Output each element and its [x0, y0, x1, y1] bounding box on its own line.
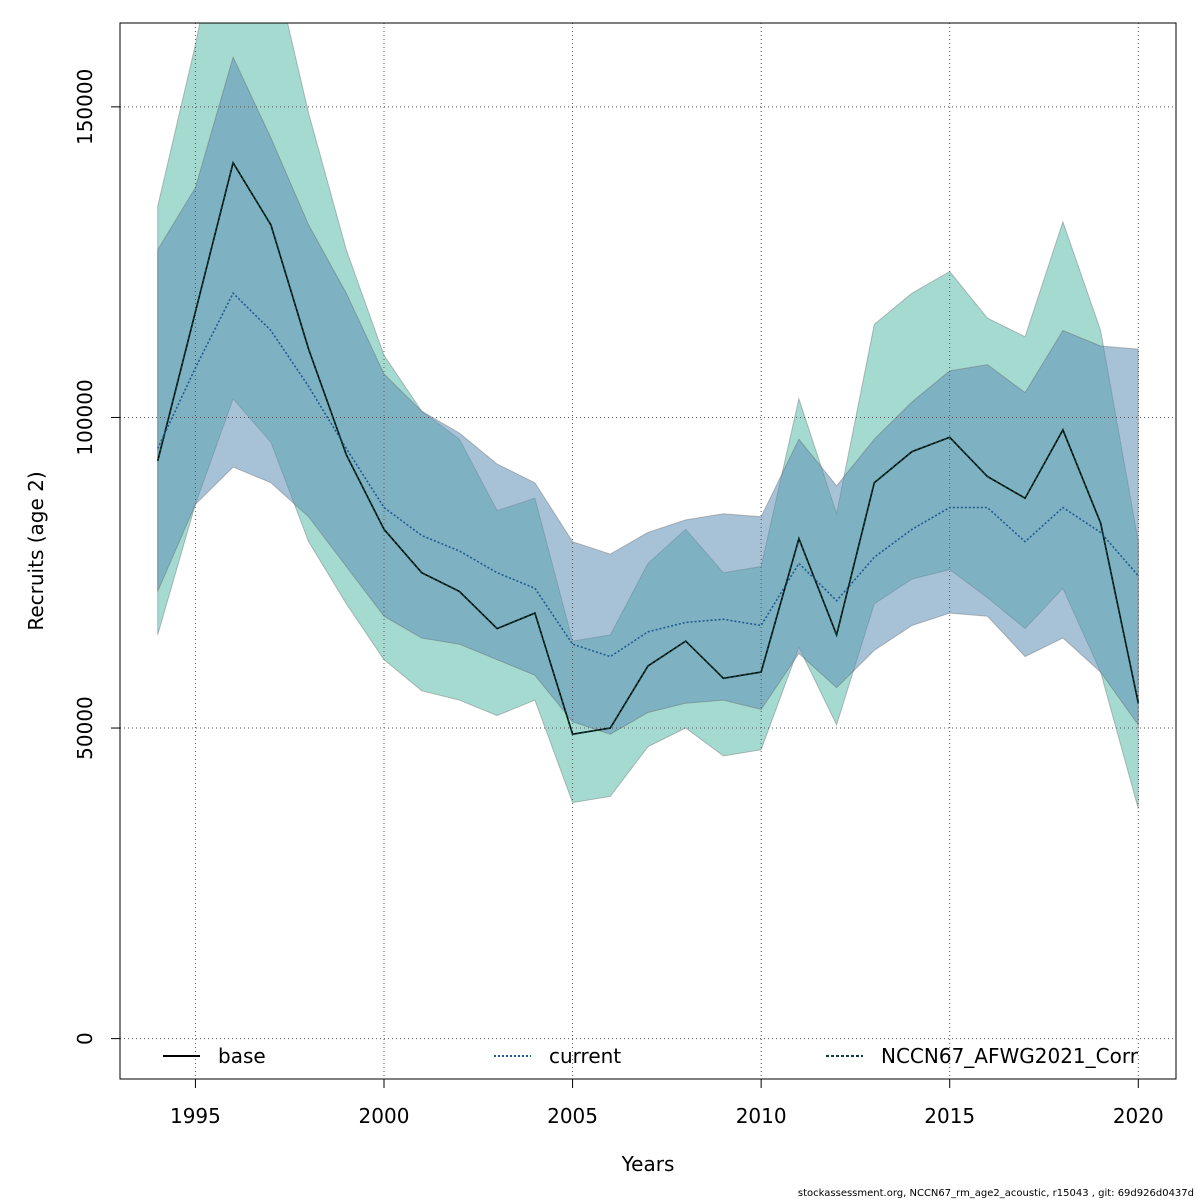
legend-label-2: NCCN67_AFWG2021_Corr [881, 1044, 1139, 1068]
grid [120, 23, 1176, 1079]
x-tick-label: 1995 [170, 1104, 221, 1128]
plot-frame [119, 22, 1177, 1080]
x-axis: 1995 2000 2005 2010 2015 2020 [170, 1079, 1164, 1128]
x-tick-label: 2015 [924, 1104, 975, 1128]
confidence-bands [157, 23, 1139, 809]
x-tick-label: 2020 [1113, 1104, 1164, 1128]
y-axis: 0 50000 100000 150000 [73, 69, 120, 1045]
legend-label-1: current [549, 1044, 621, 1068]
x-tick-label: 2010 [736, 1104, 787, 1128]
series-line-2 [156, 160, 1140, 736]
x-axis-label: Years [621, 1152, 675, 1176]
x-tick-label: 2005 [547, 1104, 598, 1128]
y-axis-label: Recruits (age 2) [24, 471, 48, 630]
legend-label-0: base [218, 1044, 266, 1068]
y-tick-label: 50000 [73, 696, 97, 760]
footer-credit: stockassessment.org, NCCN67_rm_age2_acou… [797, 1188, 1194, 1199]
y-tick-label: 100000 [73, 379, 97, 455]
legend: base current NCCN67_AFWG2021_Corr [163, 1044, 1139, 1068]
ci-band-1 [157, 55, 1139, 735]
x-tick-label: 2000 [359, 1104, 410, 1128]
y-tick-label: 0 [73, 1032, 97, 1045]
y-tick-label: 150000 [73, 69, 97, 145]
series-line-1 [156, 291, 1139, 658]
series-lines [156, 160, 1140, 736]
